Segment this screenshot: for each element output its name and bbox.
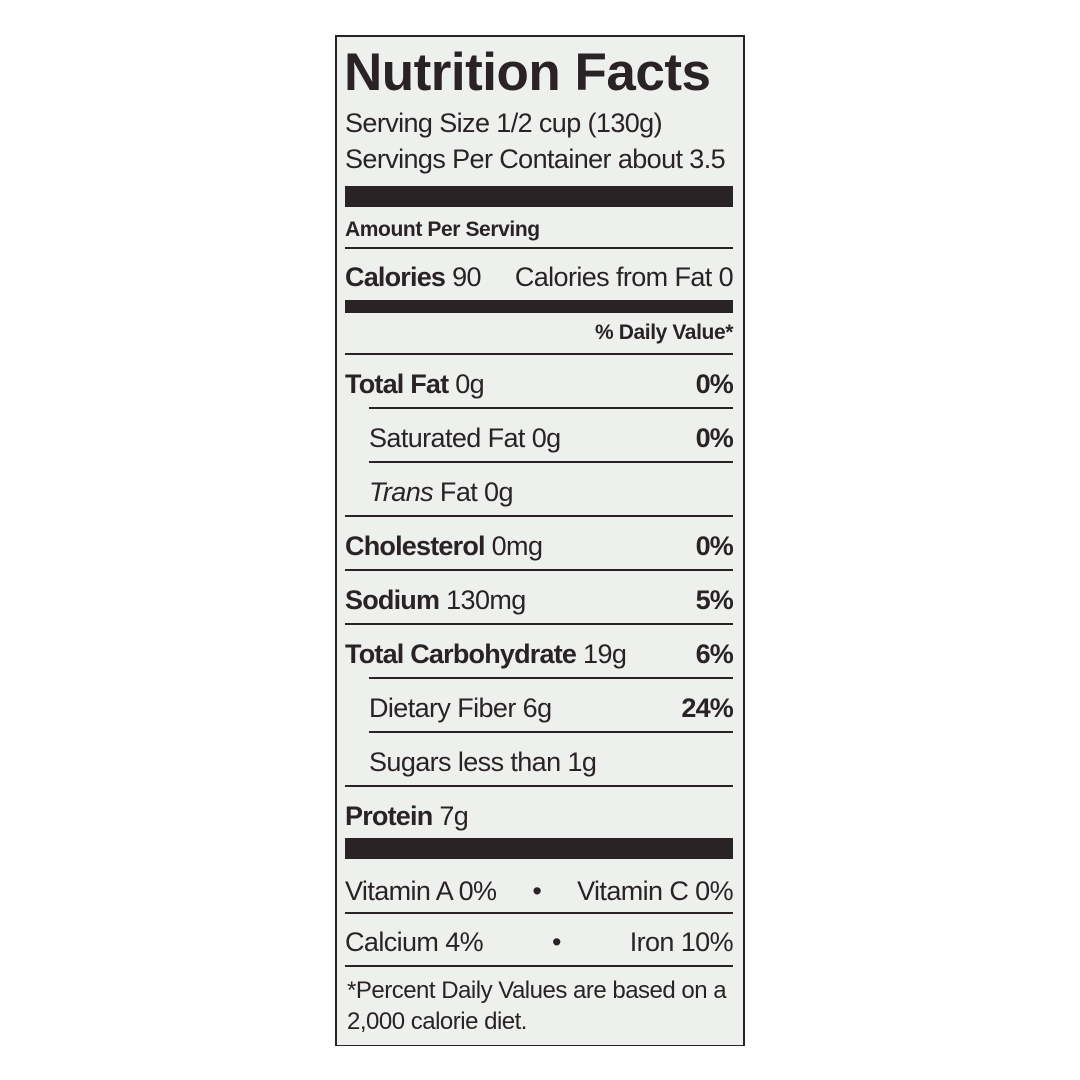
nutrient-dv: 6% (695, 638, 734, 669)
nutrient-amount: 6g (522, 692, 552, 723)
nutrient-name: Total Carbohydrate (345, 638, 577, 669)
divider (369, 731, 733, 733)
mineral-row: Calcium 4% • Iron 10% (345, 922, 734, 962)
nutrient-name: Total Fat (345, 368, 449, 399)
divider (345, 785, 733, 787)
nutrient-amount: 0g (455, 368, 485, 399)
nutrient-name: Trans (369, 476, 434, 507)
nutrient-row-total-carbohydrate: Total Carbohydrate 19g 6% (345, 634, 734, 674)
calories-from-fat: Calories from Fat 0 (514, 261, 734, 292)
nutrient-name: Saturated Fat (369, 422, 525, 453)
serving-size-text: Serving Size 1/2 cup (130g) (345, 107, 663, 138)
divider (345, 353, 733, 355)
nutrient-amount: 0g (531, 422, 561, 453)
servings-per-container: Servings Per Container about 3.5 (345, 141, 733, 177)
servings-text: Servings Per Container about 3.5 (345, 143, 726, 174)
nutrient-row-dietary-fiber: Dietary Fiber 6g 24% (345, 688, 734, 728)
bullet: • (532, 875, 542, 906)
nutrient-name: Dietary Fiber (369, 692, 516, 723)
calories-label: Calories (345, 261, 446, 292)
nutrient-name: Protein (345, 800, 433, 831)
vitamin-row: Vitamin A 0% • Vitamin C 0% (345, 871, 734, 911)
calories: Calories 90 (345, 261, 482, 293)
daily-value-header: % Daily Value* (345, 318, 733, 348)
bullet: • (551, 926, 561, 957)
nutrient-amount: Fat 0g (439, 476, 514, 507)
footnote: *Percent Daily Values are based on a 2,0… (347, 975, 727, 1037)
nutrient-amount: 130mg (446, 584, 526, 615)
nutrient-row-sugars: Sugars less than 1g (345, 742, 733, 782)
amount-per-serving: Amount Per Serving (345, 215, 733, 245)
vitamin-c: Vitamin C 0% (577, 875, 733, 906)
nutrient-name: Sodium (345, 584, 440, 615)
calcium: Calcium 4% (345, 926, 484, 957)
divider (345, 965, 733, 967)
divider (369, 407, 733, 409)
nutrient-amount: 19g (583, 638, 627, 669)
nutrient-name: Sugars less than (369, 746, 561, 777)
nutrient-row-saturated-fat: Saturated Fat 0g 0% (345, 418, 734, 458)
nutrient-name: Cholesterol (345, 530, 486, 561)
vitamin-a: Vitamin A 0% (345, 875, 497, 906)
divider (345, 623, 733, 625)
nutrient-row-protein: Protein 7g (345, 796, 733, 836)
nutrient-dv: 5% (695, 584, 734, 615)
divider (345, 912, 733, 914)
divider (345, 569, 733, 571)
nutrient-row-cholesterol: Cholesterol 0mg 0% (345, 526, 734, 566)
calories-row: Calories 90 Calories from Fat 0 (345, 259, 734, 295)
iron: Iron 10% (629, 926, 734, 957)
serving-size: Serving Size 1/2 cup (130g) (345, 105, 733, 141)
amount-per-serving-text: Amount Per Serving (345, 218, 540, 241)
thick-divider (345, 186, 733, 207)
divider (369, 461, 733, 463)
divider (345, 247, 733, 249)
divider (369, 677, 733, 679)
footnote-line: 2,000 calorie diet. (347, 1008, 527, 1035)
nutrient-dv: 0% (695, 530, 734, 561)
nutrient-amount: 7g (439, 800, 469, 831)
nutrient-row-sodium: Sodium 130mg 5% (345, 580, 734, 620)
nutrient-amount: 0mg (491, 530, 543, 561)
calories-value: 90 (452, 261, 481, 292)
footnote-line: *Percent Daily Values are based on a (347, 977, 727, 1004)
nutrient-dv: 24% (681, 692, 733, 723)
nutrient-dv: 0% (695, 422, 734, 453)
nutrient-row-trans-fat: Trans Fat 0g (345, 472, 733, 512)
daily-value-text: % Daily Value* (595, 321, 733, 344)
divider (345, 515, 733, 517)
nutrition-facts-label: Nutrition Facts Serving Size 1/2 cup (13… (335, 35, 745, 1046)
nutrient-amount: 1g (567, 746, 597, 777)
nutrient-dv: 0% (695, 368, 734, 399)
thick-divider (345, 838, 733, 859)
nutrient-row-total-fat: Total Fat 0g 0% (345, 364, 734, 404)
medium-divider (345, 300, 733, 313)
label-title: Nutrition Facts (344, 43, 711, 102)
